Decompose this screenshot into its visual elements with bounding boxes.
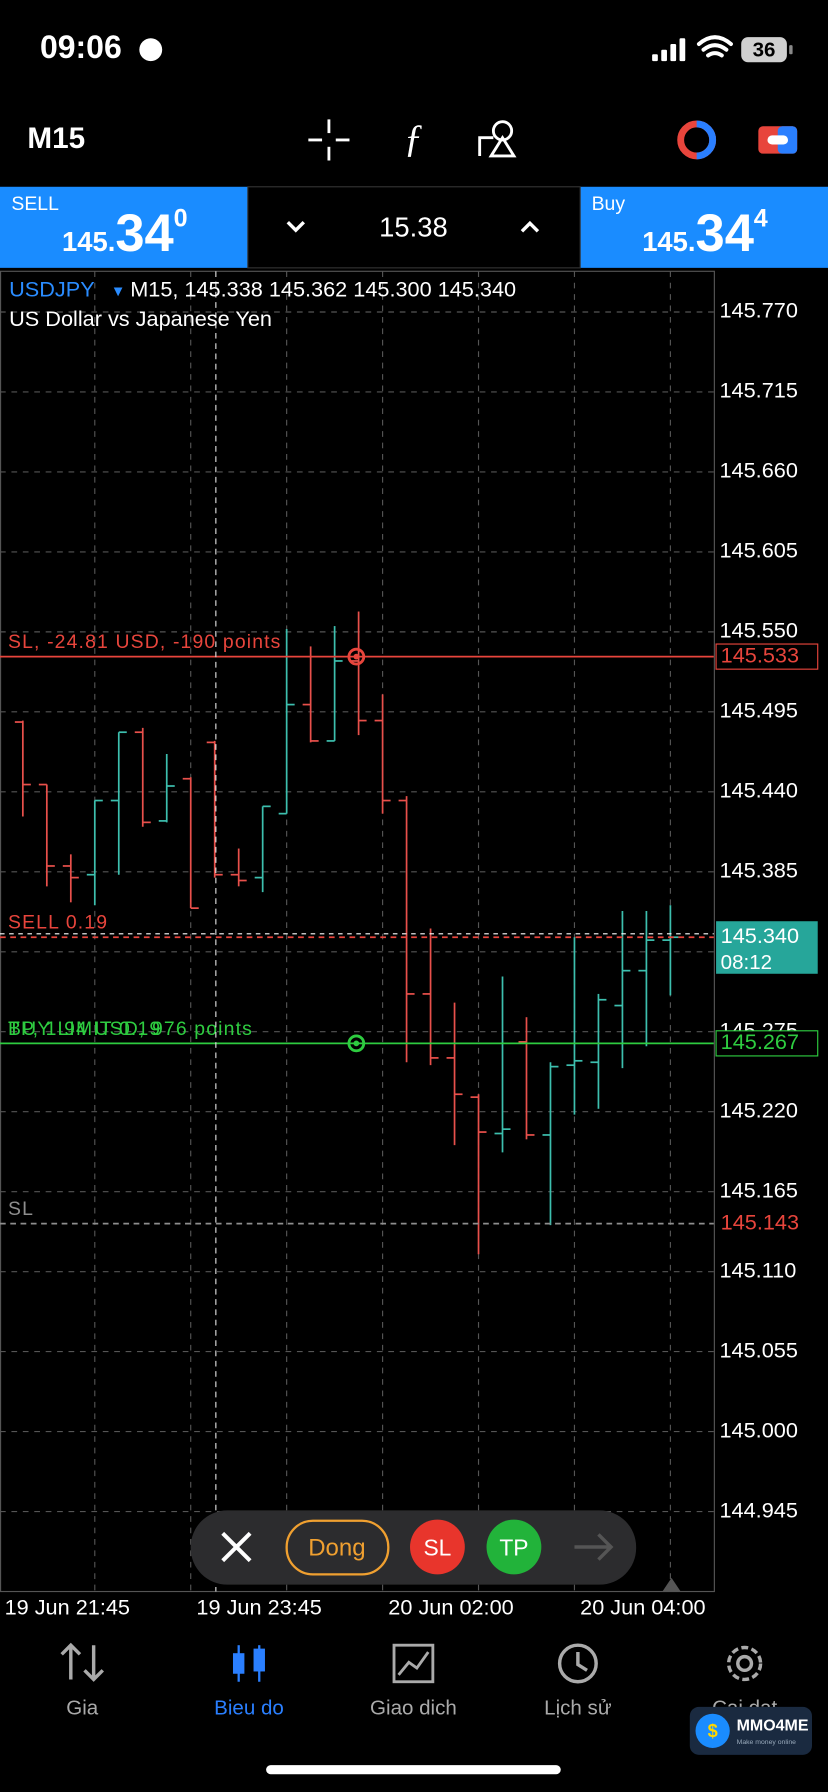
- buy-button[interactable]: [580, 186, 828, 268]
- y-tick-label: 145.220: [720, 1097, 798, 1122]
- level-price-bg: [716, 1211, 818, 1237]
- symbol-dropdown[interactable]: ▼: [111, 284, 126, 300]
- tab-label[interactable]: Lịch sử: [544, 1697, 612, 1720]
- y-tick-label: 145.605: [720, 538, 798, 563]
- watermark-logo-sign: $: [708, 1720, 718, 1741]
- level-label: SL: [8, 1198, 34, 1220]
- sell-price-suffix: 0: [174, 205, 188, 233]
- watermark-logo: [695, 1713, 730, 1748]
- x-tick-label: 19 Jun 21:45: [5, 1594, 130, 1619]
- y-tick-label: 145.110: [720, 1257, 797, 1282]
- level-price-box: [715, 1030, 819, 1057]
- y-tick-label: 145.385: [720, 858, 798, 883]
- volume-down[interactable]: [286, 220, 306, 233]
- tab-label[interactable]: Giao dich: [370, 1697, 457, 1720]
- close-position-label: Dong: [308, 1535, 365, 1562]
- battery-level: 36: [753, 38, 776, 61]
- next-button[interactable]: [574, 1533, 614, 1561]
- history-icon: [557, 1643, 598, 1684]
- level-price-label: 145.533: [721, 642, 799, 667]
- crosshair-button[interactable]: [308, 119, 350, 161]
- level-price-label: 145.143: [721, 1209, 799, 1234]
- wifi-icon: [696, 35, 733, 58]
- volume-value[interactable]: 15.38: [379, 211, 448, 242]
- x-tick-label: 20 Jun 02:00: [388, 1594, 513, 1619]
- level-marker[interactable]: [347, 1034, 366, 1053]
- chart-icon: [232, 1645, 265, 1682]
- objects-button[interactable]: [478, 120, 517, 158]
- close-bar-button[interactable]: [221, 1531, 252, 1563]
- sl-button[interactable]: [410, 1519, 465, 1575]
- level-label: SELL 0.19: [8, 912, 108, 934]
- plot: 145.770 145.715 145.660 145.605 145.550 145.4…: [0, 271, 819, 1619]
- signal-icon: [652, 38, 686, 62]
- sell-price-main: 34: [115, 204, 173, 263]
- y-tick-label: 145.660: [720, 458, 798, 483]
- chart-frame: [0, 270, 715, 1593]
- watermark-brand: MMO4ME: [737, 1718, 809, 1735]
- level-label: SL, -24.81 USD, -190 points: [8, 631, 282, 653]
- buy-price-suffix: 4: [754, 205, 768, 233]
- clock: 09:06: [40, 29, 122, 65]
- y-tick-label: 145.055: [720, 1337, 798, 1362]
- symbol-description: US Dollar vs Japanese Yen: [9, 306, 272, 331]
- countdown-label: 08:12: [721, 951, 772, 974]
- focus-icon: [139, 38, 163, 62]
- x-tick-label: 20 Jun 04:00: [580, 1594, 705, 1619]
- y-tick-label: 145.770: [720, 298, 798, 323]
- tp-button[interactable]: [486, 1519, 542, 1575]
- level-label: TP, 1.94 USD, 976 points: [8, 1018, 253, 1040]
- level-price-label: 145.267: [721, 1029, 799, 1054]
- ohlc-info: M15, 145.338 145.362 145.300 145.340: [130, 276, 516, 301]
- level-label: BUY LIMIT 0.19: [8, 1018, 161, 1040]
- current-price-label: 145.340: [721, 923, 799, 948]
- symbol[interactable]: USDJPY: [9, 276, 95, 301]
- watermark-tagline: Make money online: [737, 1739, 797, 1746]
- quotes-icon: [60, 1642, 104, 1682]
- indicators-button[interactable]: ƒ: [404, 117, 423, 160]
- level-marker[interactable]: [347, 647, 366, 666]
- home-indicator: [266, 1765, 561, 1775]
- y-tick-label: 144.945: [720, 1497, 798, 1522]
- y-tick-label: 145.715: [720, 378, 798, 403]
- current-price-box: [716, 921, 818, 974]
- x-tick-label: 19 Jun 23:45: [196, 1594, 321, 1619]
- y-tick-label: 145.000: [720, 1417, 798, 1442]
- sell-label: SELL: [11, 193, 59, 215]
- volume-up[interactable]: [520, 220, 540, 233]
- level-marker-dot: [353, 1040, 360, 1047]
- close-position-button[interactable]: [285, 1519, 390, 1576]
- buy-price-main: 34: [696, 204, 754, 263]
- y-tick-label: 145.440: [720, 778, 798, 803]
- one-click-button-half: [696, 120, 717, 160]
- tab-label[interactable]: Bieu do: [214, 1697, 284, 1720]
- y-tick-label: 145.495: [720, 698, 798, 723]
- settings-icon: [726, 1645, 763, 1682]
- y-tick-label: 145.165: [720, 1177, 798, 1202]
- battery-icon: [741, 37, 787, 63]
- trade-button-knob: [767, 135, 789, 145]
- battery-tip: [789, 45, 793, 55]
- sell-price-prefix: 145.: [62, 226, 115, 257]
- scroll-marker: [662, 1577, 681, 1592]
- y-tick-label: 145.550: [720, 618, 798, 643]
- sl-button-label: SL: [423, 1534, 451, 1560]
- level-marker-dot: [353, 653, 360, 660]
- buy-price-prefix: 145.: [642, 226, 695, 257]
- buy-label: Buy: [592, 193, 626, 215]
- sell-button[interactable]: [0, 186, 248, 268]
- tab-label[interactable]: Gia: [66, 1697, 99, 1720]
- timeframe-button[interactable]: M15: [27, 122, 85, 155]
- level-price-box: [715, 643, 819, 670]
- trade-icon: [392, 1643, 435, 1684]
- tp-button-label: TP: [499, 1534, 528, 1560]
